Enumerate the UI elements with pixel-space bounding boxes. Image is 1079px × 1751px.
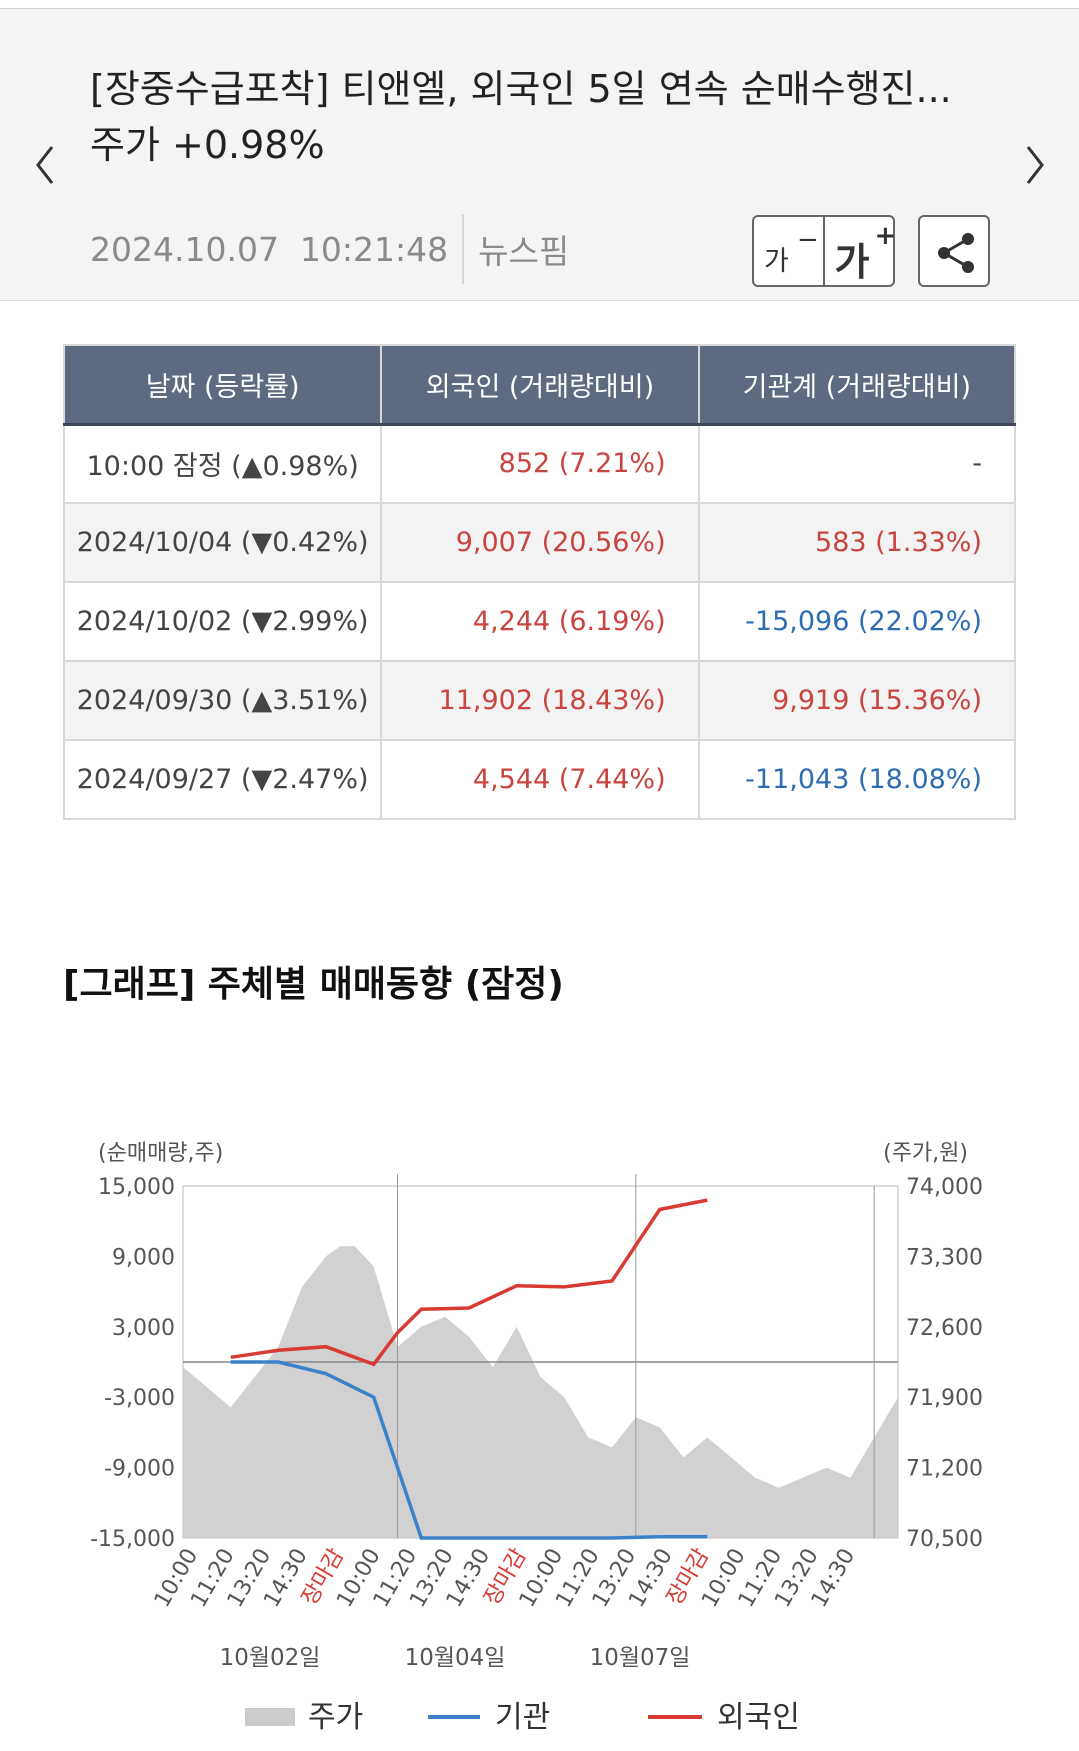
article-title: [장중수급포착] 티앤엘, 외국인 5일 연속 순매수행진... 주가 +0.9… xyxy=(90,67,952,167)
foreign-line xyxy=(230,1198,708,1367)
y-left-tick-label: 3,000 xyxy=(112,1316,175,1341)
y-right-tick-label: 72,600 xyxy=(906,1316,983,1341)
y-left-tick-label: 15,000 xyxy=(98,1175,175,1200)
table-row: 2024/10/04 (▼0.42%) 9,007 (20.56%) 583 (1.… xyxy=(62,502,1017,583)
top-divider xyxy=(0,8,1079,9)
chevron-left-icon xyxy=(36,146,54,184)
prev-article-button[interactable] xyxy=(30,137,60,193)
article-header: [장중수급포착] 티앤엘, 외국인 5일 연속 순매수행진... 주가 +0.9… xyxy=(0,9,1079,301)
cell-foreign: 852 (7.21%) xyxy=(380,423,700,504)
font-smaller-glyph: 가 xyxy=(764,246,789,277)
y-left-tick-label: -9,000 xyxy=(104,1457,175,1482)
table-header-row: 날짜 (등락률) 외국인 (거래량대비) 기관계 (거래량대비) xyxy=(62,344,1017,426)
chart-canvas: (순매매량,주) (주가,원) 15,000 74,000 9,000 73,300 3,0… xyxy=(90,1141,983,1735)
font-bigger-glyph: 가 xyxy=(834,240,870,284)
price-area xyxy=(183,1246,898,1538)
day-label: 10월07일 xyxy=(590,1645,691,1671)
cell-date: 2024/09/27 (▼2.47%) xyxy=(62,739,383,820)
cell-institution: 583 (1.33%) xyxy=(697,502,1017,583)
cell-institution: -15,096 (22.02%) xyxy=(697,581,1017,662)
y-right-tick-label: 74,000 xyxy=(906,1175,983,1200)
y-right-tick-label: 71,900 xyxy=(906,1386,983,1411)
font-smaller-button[interactable]: 가 − xyxy=(754,217,823,285)
cell-date: 2024/09/30 (▲3.51%) xyxy=(62,660,383,741)
institution-line xyxy=(230,1360,708,1540)
y-left-tick-label: -3,000 xyxy=(104,1386,175,1411)
cell-institution: - xyxy=(697,423,1017,504)
legend-swatch-price xyxy=(245,1708,295,1726)
font-bigger-button[interactable]: 가 + xyxy=(822,217,897,285)
y-right-tick-label: 71,200 xyxy=(906,1457,983,1482)
y-left-unit-label: (순매매량,주) xyxy=(98,1141,223,1166)
cell-foreign: 11,902 (18.43%) xyxy=(380,660,700,741)
cell-institution: 9,919 (15.36%) xyxy=(697,660,1017,741)
trading-flow-table: 날짜 (등락률) 외국인 (거래량대비) 기관계 (거래량대비) 10:00 잠… xyxy=(62,344,1017,820)
column-header-foreign: 외국인 (거래량대비) xyxy=(380,344,700,426)
article-meta: 2024.10.07 10:21:48 뉴스핌 xyxy=(90,214,570,284)
table-row: 2024/09/30 (▲3.51%) 11,902 (18.43%) 9,919 … xyxy=(62,660,1017,741)
legend-label-foreign: 외국인 xyxy=(717,1700,800,1735)
y-right-tick-label: 70,500 xyxy=(906,1527,983,1552)
column-header-institution: 기관계 (거래량대비) xyxy=(697,344,1017,426)
meta-divider xyxy=(462,214,465,284)
next-article-button[interactable] xyxy=(1020,137,1050,193)
minus-icon: − xyxy=(797,225,819,255)
y-right-tick-label: 73,300 xyxy=(906,1245,983,1270)
y-right-unit-label: (주가,원) xyxy=(883,1141,968,1166)
cell-foreign: 9,007 (20.56%) xyxy=(380,502,700,583)
day-label: 10월04일 xyxy=(405,1645,506,1671)
cell-date: 2024/10/04 (▼0.42%) xyxy=(62,502,383,583)
graph-title: [그래프] 주체별 매매동향 (잠정) xyxy=(63,964,564,1005)
table-row: 2024/10/02 (▼2.99%) 4,244 (6.19%) -15,096 … xyxy=(62,581,1017,662)
day-label: 10월02일 xyxy=(220,1645,321,1671)
cell-foreign: 4,544 (7.44%) xyxy=(380,739,700,820)
trading-trend-chart: (순매매량,주) (주가,원) 15,000 74,000 9,000 73,300 3,0… xyxy=(0,1130,1079,1751)
article-datetime: 2024.10.07 10:21:48 xyxy=(90,229,449,269)
legend-label-price: 주가 xyxy=(308,1700,363,1735)
y-left-tick-label: 9,000 xyxy=(112,1245,175,1270)
cell-foreign: 4,244 (6.19%) xyxy=(380,581,700,662)
table-row: 2024/09/27 (▼2.47%) 4,544 (7.44%) -11,043 … xyxy=(62,739,1017,820)
article-source: 뉴스핌 xyxy=(478,232,570,271)
column-header-date: 날짜 (등락률) xyxy=(62,344,383,426)
cell-institution: -11,043 (18.08%) xyxy=(697,739,1017,820)
font-size-controls: 가 − 가 + xyxy=(752,215,897,287)
cell-date: 2024/10/02 (▼2.99%) xyxy=(62,581,383,662)
y-left-tick-label: -15,000 xyxy=(90,1527,175,1552)
cell-date: 10:00 잠정 (▲0.98%) xyxy=(62,423,383,504)
table-row: 10:00 잠정 (▲0.98%) 852 (7.21%) - xyxy=(62,423,1017,504)
legend-label-institution: 기관 xyxy=(495,1700,550,1735)
chevron-right-icon xyxy=(1026,146,1044,184)
plus-icon: + xyxy=(874,221,897,251)
share-button[interactable] xyxy=(918,215,990,287)
share-icon xyxy=(938,233,974,273)
